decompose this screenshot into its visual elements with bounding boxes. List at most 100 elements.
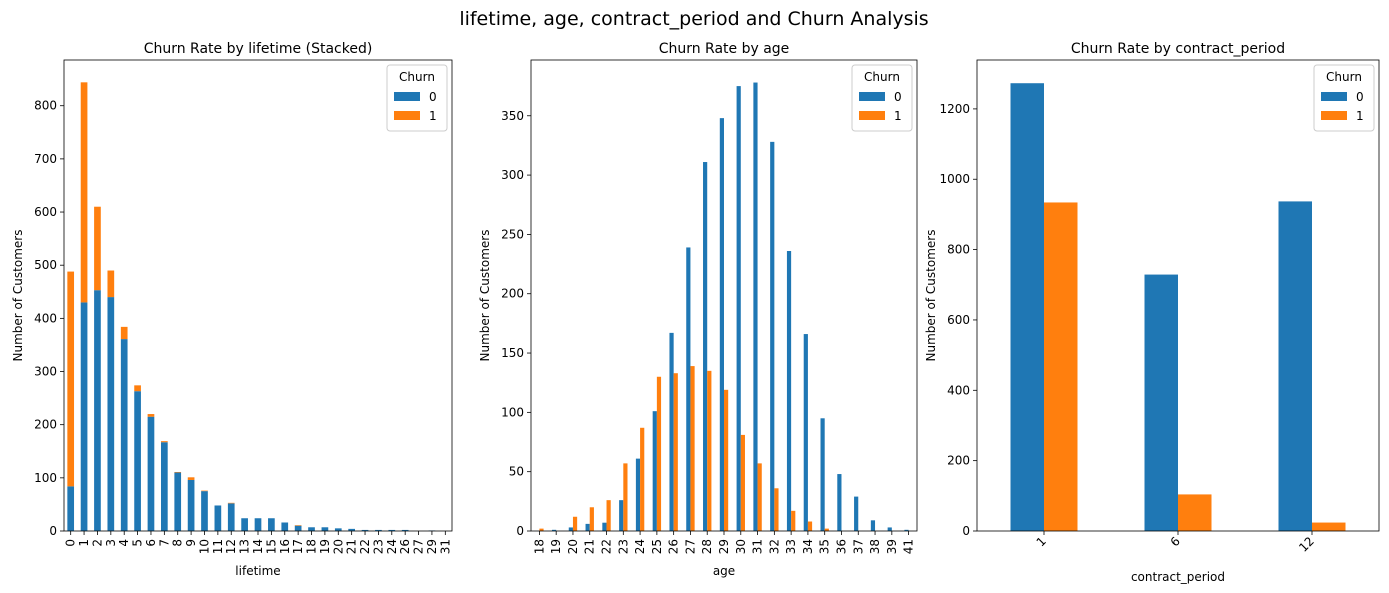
x-tick-label: 12 bbox=[1296, 534, 1317, 555]
bar-16-churn-0 bbox=[281, 522, 289, 531]
x-tick-label: 8 bbox=[171, 539, 185, 547]
x-tick-label: 18 bbox=[305, 539, 319, 554]
legend-label-0: 0 bbox=[894, 90, 902, 104]
bar-0-churn-0 bbox=[67, 486, 75, 531]
x-tick-label: 39 bbox=[885, 539, 899, 554]
bar-11-churn-0 bbox=[214, 505, 222, 531]
bar-22-churn-1 bbox=[606, 500, 611, 531]
x-tick-label: 22 bbox=[358, 539, 372, 554]
bar-36-churn-0 bbox=[837, 474, 842, 531]
x-tick-label: 26 bbox=[398, 539, 412, 554]
x-tick-label: 21 bbox=[345, 539, 359, 554]
x-tick-label: 34 bbox=[801, 539, 815, 554]
x-tick-label: 38 bbox=[868, 539, 882, 554]
bar-27-churn-0 bbox=[686, 247, 691, 532]
bar-3-churn-1 bbox=[107, 270, 115, 298]
x-axis-label: age bbox=[713, 564, 735, 578]
bar-18-churn-1 bbox=[539, 528, 544, 531]
x-tick-label: 27 bbox=[412, 539, 426, 554]
legend-label-1: 1 bbox=[1356, 109, 1364, 123]
bar-24-churn-1 bbox=[640, 427, 645, 531]
x-tick-label: 3 bbox=[104, 539, 118, 547]
bar-28-churn-1 bbox=[707, 370, 712, 531]
y-tick-label: 600 bbox=[34, 205, 57, 219]
y-tick-label: 800 bbox=[34, 99, 57, 113]
bar-10-churn-0 bbox=[201, 491, 208, 531]
bar-23-churn-0 bbox=[375, 529, 382, 531]
x-tick-label: 29 bbox=[717, 539, 731, 554]
figure-title: lifetime, age, contract_period and Churn… bbox=[459, 8, 928, 30]
bar-26-churn-0 bbox=[401, 529, 409, 531]
x-tick-label: 20 bbox=[566, 539, 580, 554]
bar-2-churn-0 bbox=[94, 290, 101, 531]
legend: Churn 0 1 bbox=[1313, 64, 1375, 132]
legend-swatch-1 bbox=[859, 111, 885, 120]
bar-14-churn-0 bbox=[254, 518, 262, 531]
x-tick-label: 12 bbox=[224, 539, 238, 554]
y-tick-label: 100 bbox=[34, 471, 57, 485]
y-tick-label: 50 bbox=[509, 465, 524, 479]
x-tick-label: 7 bbox=[157, 539, 171, 547]
legend: Churn 0 1 bbox=[386, 64, 448, 132]
x-tick-label: 31 bbox=[438, 539, 452, 554]
y-axis-label: Number of Customers bbox=[11, 230, 25, 362]
bar-12-churn-0 bbox=[227, 503, 235, 531]
legend-title: Churn bbox=[1326, 70, 1362, 84]
bar-7-churn-0 bbox=[161, 442, 168, 531]
x-tick-label: 11 bbox=[211, 539, 225, 554]
y-axis-label: Number of Customers bbox=[924, 230, 938, 362]
x-tick-label: 41 bbox=[902, 539, 916, 554]
legend-label-1: 1 bbox=[429, 109, 437, 123]
x-tick-label: 5 bbox=[131, 539, 145, 547]
bar-8-churn-0 bbox=[174, 472, 182, 531]
x-tick-label: 32 bbox=[767, 539, 781, 554]
y-tick-label: 200 bbox=[34, 418, 57, 432]
legend-title: Churn bbox=[864, 70, 900, 84]
x-tick-label: 10 bbox=[197, 539, 211, 554]
bar-8-churn-1 bbox=[174, 471, 182, 473]
bar-38-churn-0 bbox=[870, 520, 876, 531]
y-tick-label: 700 bbox=[34, 152, 57, 166]
x-tick-label: 0 bbox=[64, 539, 78, 547]
x-tick-label: 1 bbox=[1034, 534, 1049, 549]
bar-22-churn-0 bbox=[602, 522, 607, 531]
bar-20-churn-1 bbox=[572, 516, 578, 531]
bar-23-churn-1 bbox=[623, 463, 628, 531]
y-tick-label: 300 bbox=[34, 365, 57, 379]
bar-19-churn-0 bbox=[321, 527, 329, 531]
y-tick-label: 400 bbox=[947, 383, 970, 397]
x-tick-label: 24 bbox=[633, 539, 647, 554]
y-tick-label: 500 bbox=[34, 258, 57, 272]
bar-1-churn-0 bbox=[1010, 83, 1044, 532]
bar-9-churn-0 bbox=[187, 479, 195, 531]
bar-30-churn-1 bbox=[740, 434, 745, 531]
bar-5-churn-0 bbox=[134, 391, 141, 531]
x-tick-label: 37 bbox=[851, 539, 865, 554]
y-tick-label: 0 bbox=[516, 524, 524, 538]
x-tick-label: 4 bbox=[117, 539, 131, 547]
bar-27-churn-1 bbox=[690, 366, 695, 531]
bar-4-churn-0 bbox=[120, 339, 128, 531]
bar-5-churn-1 bbox=[134, 385, 141, 392]
x-tick-label: 6 bbox=[144, 539, 158, 547]
y-tick-label: 600 bbox=[947, 313, 970, 327]
y-axis-label: Number of Customers bbox=[478, 230, 492, 362]
legend-label-0: 0 bbox=[1356, 90, 1364, 104]
bar-29-churn-0 bbox=[719, 118, 724, 532]
bar-24-churn-0 bbox=[635, 458, 641, 531]
bar-23-churn-0 bbox=[619, 500, 624, 531]
bar-4-churn-1 bbox=[120, 326, 128, 340]
bar-18-churn-0 bbox=[308, 527, 315, 531]
x-tick-label: 36 bbox=[834, 539, 848, 554]
bar-32-churn-1 bbox=[774, 488, 779, 531]
x-tick-label: 23 bbox=[371, 539, 385, 554]
y-tick-label: 800 bbox=[947, 243, 970, 257]
bars bbox=[539, 82, 909, 532]
x-tick-label: 20 bbox=[331, 539, 345, 554]
bar-41-churn-0 bbox=[904, 529, 909, 531]
chart-panel-3: 0 200 400 600 800 1000 1200 1 6 12 Churn Rate by c… bbox=[924, 41, 1380, 584]
chart-title: Churn Rate by age bbox=[659, 41, 790, 57]
bar-22-churn-0 bbox=[361, 529, 369, 531]
bar-10-churn-1 bbox=[201, 490, 208, 492]
